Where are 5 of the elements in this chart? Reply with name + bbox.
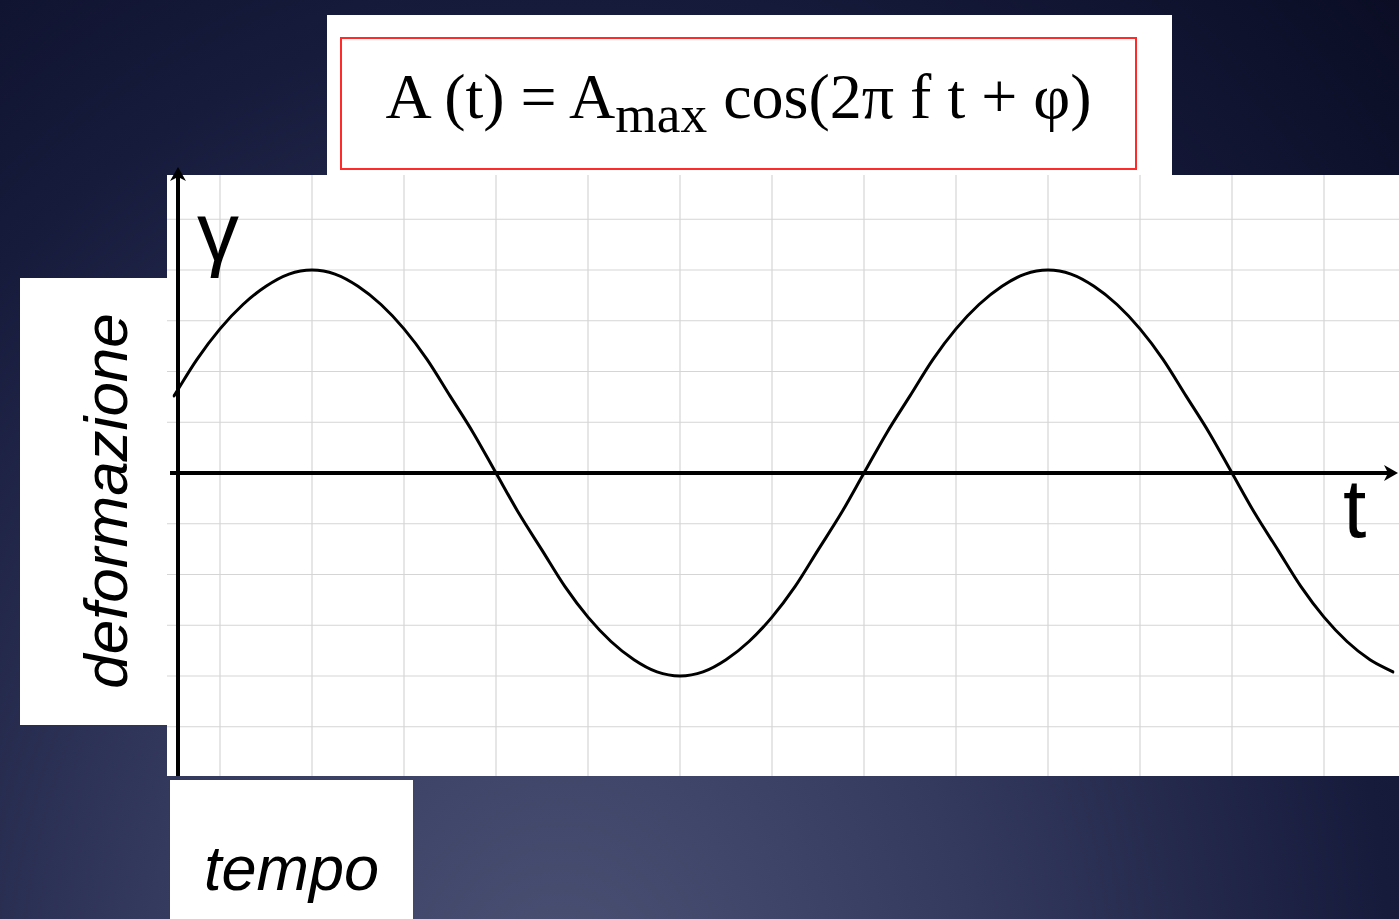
- y-axis-title: deformazione: [71, 313, 140, 689]
- x-axis-title: tempo: [202, 833, 381, 903]
- chart-title: A (t) = A$_{max}$ cos(2π f t + φ): [385, 61, 1092, 145]
- annotation: t: [1343, 461, 1367, 555]
- annotation: γ: [197, 185, 239, 279]
